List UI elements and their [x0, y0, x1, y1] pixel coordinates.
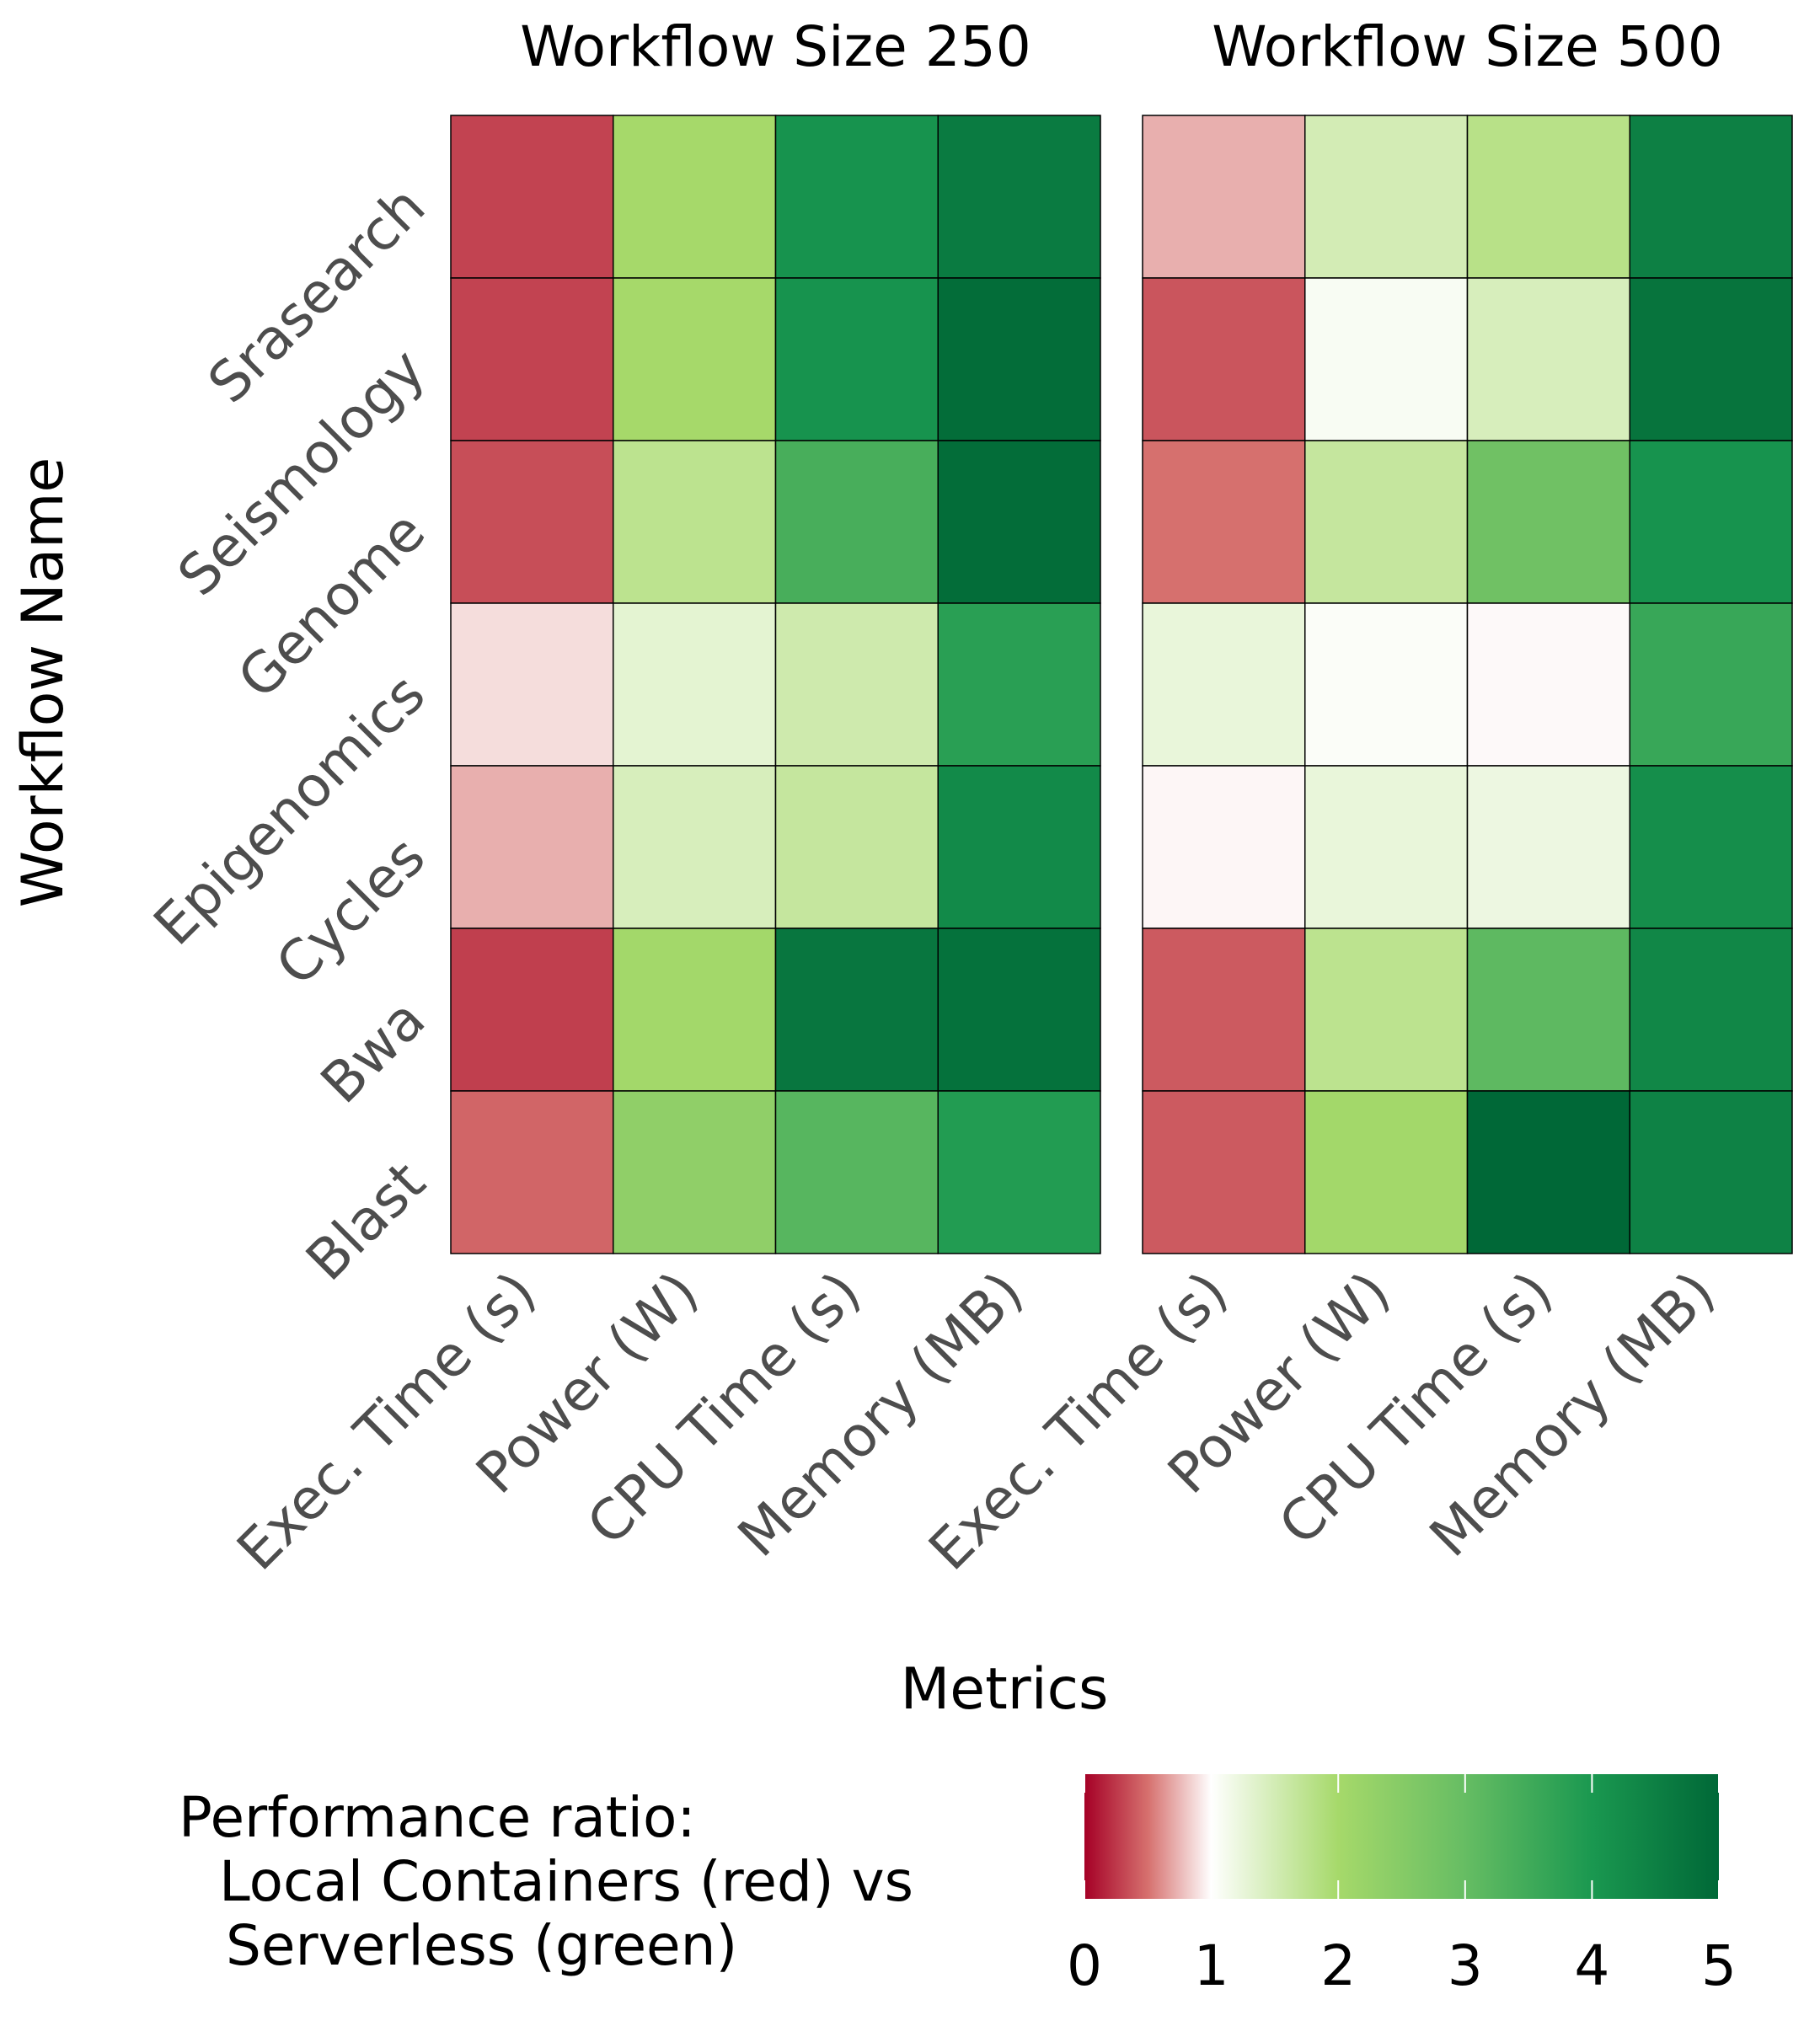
heatmap-cell: [1629, 602, 1793, 767]
heatmap-cell: [450, 765, 614, 929]
facet-panel-2: Workflow Size 500: [1142, 14, 1793, 1254]
heatmap-cell: [613, 277, 777, 441]
heatmap-cell: [774, 1090, 939, 1254]
heatmap-cell: [937, 765, 1101, 929]
facet-title-2: Workflow Size 500: [1212, 14, 1722, 79]
heatmap-cell: [1304, 1090, 1469, 1254]
heatmap-cell: [613, 1090, 777, 1254]
x-axis-title: Metrics: [901, 1656, 1109, 1723]
heatmap-cell: [1466, 928, 1630, 1092]
heatmap-cell: [1466, 602, 1630, 767]
heatmap-cell: [613, 602, 777, 767]
legend-title-line-2: Local Containers (red) vs: [219, 1849, 913, 1914]
legend-title-line-3: Serverless (green): [226, 1913, 737, 1978]
colorbar-tick-label: 4: [1574, 1933, 1609, 1998]
heatmap-cell: [1629, 765, 1793, 929]
heatmap-cell: [1466, 115, 1630, 279]
heatmap-cell: [774, 440, 939, 604]
heatmap-cell: [450, 1090, 614, 1254]
heatmap-cell: [937, 115, 1101, 279]
heatmap-cell: [1466, 1090, 1630, 1254]
heatmap-cell: [774, 602, 939, 767]
heatmap-cell: [1304, 765, 1469, 929]
heatmap-cell: [774, 928, 939, 1092]
x-tick-label: Memory (MB): [1417, 1259, 1727, 1569]
heatmap-cell: [937, 1090, 1101, 1254]
heatmap-cell: [1466, 277, 1630, 441]
x-tick-label: Exec. Time (s): [225, 1259, 549, 1583]
heatmap-cell: [1142, 440, 1306, 604]
colorbar-tick-label: 2: [1320, 1933, 1356, 1998]
heatmap-cell: [1466, 765, 1630, 929]
heatmap-cell: [613, 765, 777, 929]
heatmap-cell: [774, 765, 939, 929]
colorbar-tick-label: 5: [1701, 1933, 1737, 1998]
heatmap-cell: [1629, 115, 1793, 279]
y-axis-title: Workflow Name: [10, 457, 77, 907]
heatmap-cell: [1304, 928, 1469, 1092]
heatmap-cell: [937, 440, 1101, 604]
heatmap-cell: [450, 928, 614, 1092]
legend: Performance ratio: Local Containers (red…: [179, 1774, 1737, 1998]
heatmap-cell: [937, 277, 1101, 441]
colorbar-tick-label: 3: [1448, 1933, 1483, 1998]
colorbar-tick-label: 0: [1067, 1933, 1102, 1998]
heatmap-cell: [1142, 115, 1306, 279]
heatmap-cell: [1142, 1090, 1306, 1254]
heatmap-cell: [1629, 440, 1793, 604]
heatmap-cell: [1304, 277, 1469, 441]
facet-title-1: Workflow Size 250: [520, 14, 1030, 79]
colorbar: [1084, 1774, 1719, 1899]
heatmap-cell: [1142, 277, 1306, 441]
heatmap-cell: [450, 602, 614, 767]
facet-panel-1: Workflow Size 250: [450, 14, 1101, 1254]
heatmap-cell: [450, 115, 614, 279]
heatmap-cell: [1304, 440, 1469, 604]
heatmap-cell: [1304, 602, 1469, 767]
y-tick-label: Bwa: [308, 986, 437, 1115]
heatmap-cell: [613, 928, 777, 1092]
legend-title-line-1: Performance ratio:: [179, 1785, 696, 1850]
heatmap-cell: [613, 115, 777, 279]
colorbar-tick-label: 1: [1194, 1933, 1229, 1998]
heatmap-cell: [1142, 765, 1306, 929]
heatmap-cell: [1629, 1090, 1793, 1254]
heatmap-cell: [613, 440, 777, 604]
heatmap-cell: [1629, 928, 1793, 1092]
heatmap-cell: [1142, 602, 1306, 767]
heatmap-cell: [1304, 115, 1469, 279]
heatmap-cell: [774, 115, 939, 279]
heatmap-cell: [1629, 277, 1793, 441]
y-tick-label: Blast: [294, 1149, 438, 1293]
heatmap-cell: [450, 440, 614, 604]
heatmap-cell: [450, 277, 614, 441]
heatmap-cell: [1142, 928, 1306, 1092]
heatmap-cell: [774, 277, 939, 441]
heatmap-cell: [937, 602, 1101, 767]
heatmap-cell: [1466, 440, 1630, 604]
heatmap-cell: [937, 928, 1101, 1092]
